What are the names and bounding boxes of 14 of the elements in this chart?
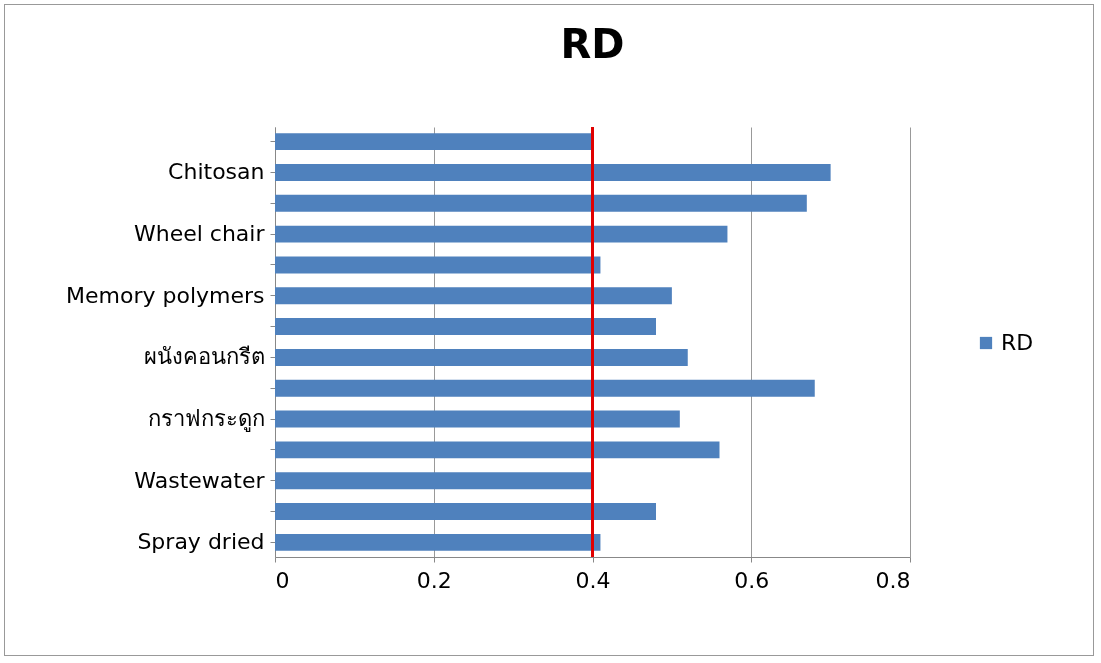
y-tick-label: Spray dried [137, 529, 265, 555]
chart-title: RD [560, 20, 625, 67]
y-tick-label: Chitosan [168, 159, 265, 185]
y-tick-label: Memory polymers [66, 282, 265, 308]
x-tick-label: 0.4 [575, 567, 611, 593]
y-tick-label: กราฟกระดูก [147, 406, 265, 433]
x-tick-label: 0.8 [875, 567, 911, 593]
x-tick-label: 0.2 [416, 567, 452, 593]
y-tick-label: Wastewater [134, 467, 266, 493]
legend-label: RD [1001, 330, 1034, 355]
y-tick-label: Wheel chair [133, 221, 266, 247]
x-tick-label: 0.6 [734, 567, 770, 593]
y-tick-label: ผนังคอนกรีต [143, 344, 265, 370]
x-tick-label: 0 [275, 567, 290, 593]
